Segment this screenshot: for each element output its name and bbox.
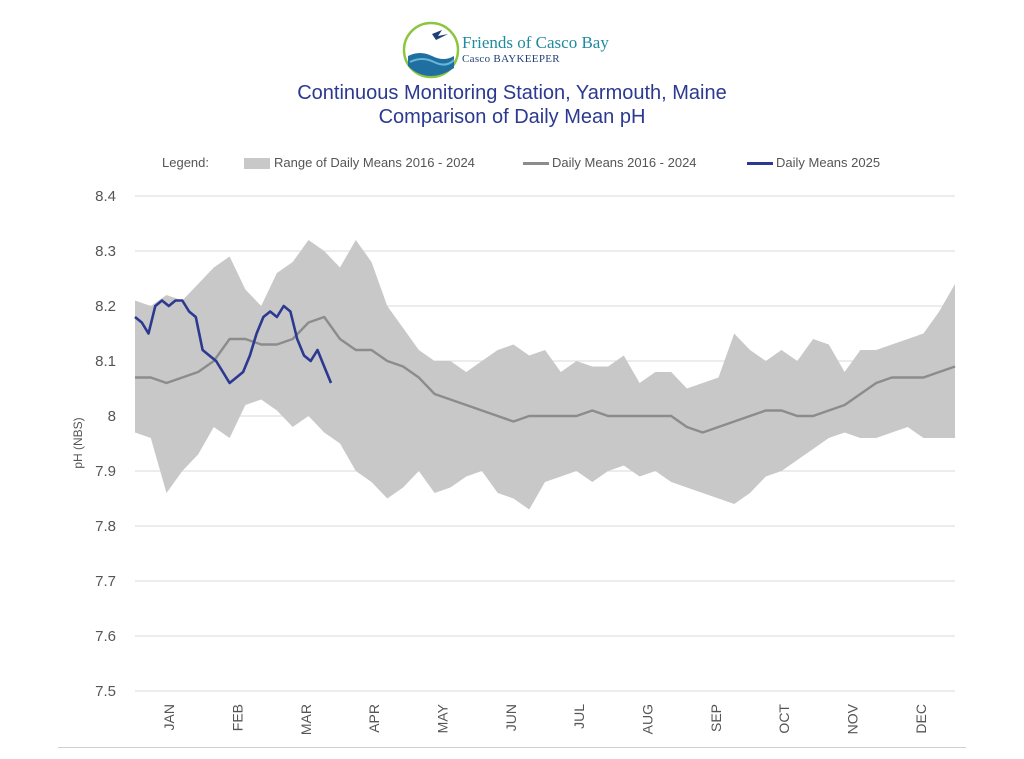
y-tick-label: 7.9 xyxy=(95,463,116,480)
x-tick-label: DEC xyxy=(913,704,929,734)
legend-entry-range: Range of Daily Means 2016 - 2024 xyxy=(274,155,475,170)
y-axis-label: pH (NBS) xyxy=(71,417,85,468)
legend-entry-mean: Daily Means 2016 - 2024 xyxy=(552,155,697,170)
footer-divider xyxy=(58,747,966,748)
x-tick-label: OCT xyxy=(776,704,792,734)
x-tick-label: MAY xyxy=(435,703,451,733)
chart-legend: Legend: Range of Daily Means 2016 - 2024… xyxy=(0,155,1024,173)
y-tick-label: 7.7 xyxy=(95,573,116,590)
x-tick-label: JAN xyxy=(161,704,177,730)
x-tick-label: FEB xyxy=(230,704,246,731)
series-line-2016-2024 xyxy=(135,315,956,434)
x-tick-label: JUN xyxy=(503,704,519,731)
y-tick-label: 8.1 xyxy=(95,353,116,370)
y-tick-label: 8.2 xyxy=(95,298,116,315)
x-tick-label: JUL xyxy=(571,704,587,729)
x-tick-label: SEP xyxy=(708,704,724,732)
y-tick-label: 8.4 xyxy=(95,188,116,205)
y-tick-label: 8.3 xyxy=(95,243,116,260)
y-tick-label: 7.8 xyxy=(95,518,116,535)
x-tick-label: MAR xyxy=(298,704,314,735)
x-tick-label: AUG xyxy=(640,704,656,734)
legend-entry-current: Daily Means 2025 xyxy=(776,155,881,170)
org-subname: Casco BAYKEEPER xyxy=(462,53,560,65)
chart-title: Continuous Monitoring Station, Yarmouth,… xyxy=(297,82,727,104)
friends-of-casco-bay-logo xyxy=(402,21,460,79)
chart-subtitle: Comparison of Daily Mean pH xyxy=(378,106,646,128)
legend-swatch-range xyxy=(244,158,270,169)
y-tick-label: 7.5 xyxy=(95,683,116,700)
legend-label: Legend: xyxy=(162,155,209,170)
org-name: Friends of Casco Bay xyxy=(462,33,609,52)
series-range-band xyxy=(135,240,955,510)
x-tick-label: APR xyxy=(366,704,382,733)
legend-swatch-mean xyxy=(523,162,549,165)
y-tick-label: 8 xyxy=(108,408,116,425)
series-line-2025 xyxy=(134,299,333,385)
y-tick-label: 7.6 xyxy=(95,628,116,645)
x-tick-label: NOV xyxy=(845,703,861,734)
legend-swatch-current xyxy=(747,162,773,165)
